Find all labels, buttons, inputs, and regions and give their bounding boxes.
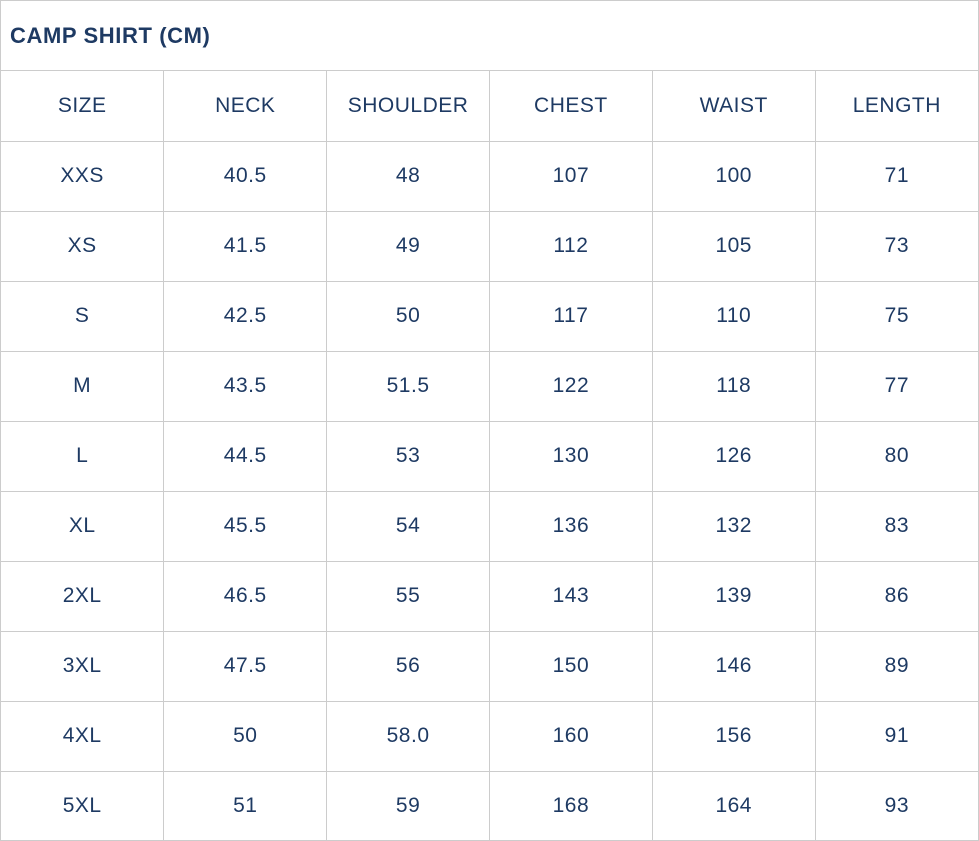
value-cell: 117 <box>489 281 653 352</box>
value-cell: 91 <box>815 701 978 772</box>
value-cell: 50 <box>163 701 328 772</box>
size-cell: XXS <box>1 141 165 212</box>
size-cell: M <box>1 351 165 422</box>
column-header-waist: WAIST <box>652 71 816 142</box>
value-cell: 126 <box>652 421 816 492</box>
value-cell: 112 <box>489 211 653 282</box>
value-cell: 54 <box>326 491 490 562</box>
size-cell: XS <box>1 211 165 282</box>
value-cell: 56 <box>326 631 490 702</box>
size-cell: 4XL <box>1 701 165 772</box>
value-cell: 100 <box>652 141 816 212</box>
value-cell: 59 <box>326 771 490 840</box>
column-header-size: SIZE <box>1 71 165 142</box>
value-cell: 49 <box>326 211 490 282</box>
value-cell: 48 <box>326 141 490 212</box>
value-cell: 51.5 <box>326 351 490 422</box>
value-cell: 110 <box>652 281 816 352</box>
value-cell: 53 <box>326 421 490 492</box>
value-cell: 73 <box>815 211 978 282</box>
value-cell: 156 <box>652 701 816 772</box>
value-cell: 58.0 <box>326 701 490 772</box>
value-cell: 122 <box>489 351 653 422</box>
header-row: SIZE NECK SHOULDER CHEST WAIST LENGTH <box>1 71 978 142</box>
value-cell: 41.5 <box>163 211 328 282</box>
size-cell: L <box>1 421 165 492</box>
table-row: XS 41.5 49 112 105 73 <box>1 211 978 282</box>
value-cell: 40.5 <box>163 141 328 212</box>
column-header-shoulder: SHOULDER <box>326 71 490 142</box>
value-cell: 71 <box>815 141 978 212</box>
value-cell: 42.5 <box>163 281 328 352</box>
value-cell: 130 <box>489 421 653 492</box>
table-row: 4XL 50 58.0 160 156 91 <box>1 701 978 772</box>
size-cell: XL <box>1 491 165 562</box>
value-cell: 77 <box>815 351 978 422</box>
table-row: M 43.5 51.5 122 118 77 <box>1 351 978 422</box>
value-cell: 46.5 <box>163 561 328 632</box>
column-header-length: LENGTH <box>815 71 978 142</box>
column-header-chest: CHEST <box>489 71 653 142</box>
table-body: XXS 40.5 48 107 100 71 XS 41.5 49 112 105 73 S 42.5 50… <box>1 141 978 840</box>
value-cell: 80 <box>815 421 978 492</box>
value-cell: 150 <box>489 631 653 702</box>
value-cell: 136 <box>489 491 653 562</box>
value-cell: 143 <box>489 561 653 632</box>
value-cell: 44.5 <box>163 421 328 492</box>
value-cell: 83 <box>815 491 978 562</box>
value-cell: 75 <box>815 281 978 352</box>
value-cell: 43.5 <box>163 351 328 422</box>
value-cell: 50 <box>326 281 490 352</box>
table-row: S 42.5 50 117 110 75 <box>1 281 978 352</box>
value-cell: 47.5 <box>163 631 328 702</box>
table-row: XXS 40.5 48 107 100 71 <box>1 141 978 212</box>
value-cell: 89 <box>815 631 978 702</box>
value-cell: 86 <box>815 561 978 632</box>
value-cell: 132 <box>652 491 816 562</box>
value-cell: 168 <box>489 771 653 840</box>
size-cell: 5XL <box>1 771 165 840</box>
value-cell: 160 <box>489 701 653 772</box>
table-row: 3XL 47.5 56 150 146 89 <box>1 631 978 702</box>
table-header: SIZE NECK SHOULDER CHEST WAIST LENGTH <box>1 71 978 142</box>
value-cell: 139 <box>652 561 816 632</box>
size-chart-table: SIZE NECK SHOULDER CHEST WAIST LENGTH XXS 40.5… <box>1 71 978 840</box>
value-cell: 107 <box>489 141 653 212</box>
value-cell: 164 <box>652 771 816 840</box>
table-row: L 44.5 53 130 126 80 <box>1 421 978 492</box>
value-cell: 51 <box>163 771 328 840</box>
column-header-neck: NECK <box>163 71 328 142</box>
size-chart-title: CAMP SHIRT (CM) <box>1 1 978 71</box>
value-cell: 55 <box>326 561 490 632</box>
size-cell: 2XL <box>1 561 165 632</box>
value-cell: 146 <box>652 631 816 702</box>
value-cell: 45.5 <box>163 491 328 562</box>
table-row: 2XL 46.5 55 143 139 86 <box>1 561 978 632</box>
table-row: XL 45.5 54 136 132 83 <box>1 491 978 562</box>
size-cell: 3XL <box>1 631 165 702</box>
size-cell: S <box>1 281 165 352</box>
value-cell: 118 <box>652 351 816 422</box>
value-cell: 93 <box>884 794 909 818</box>
value-cell: 105 <box>652 211 816 282</box>
table-row: 5XL 51 59 168 164 93 <box>1 771 978 840</box>
